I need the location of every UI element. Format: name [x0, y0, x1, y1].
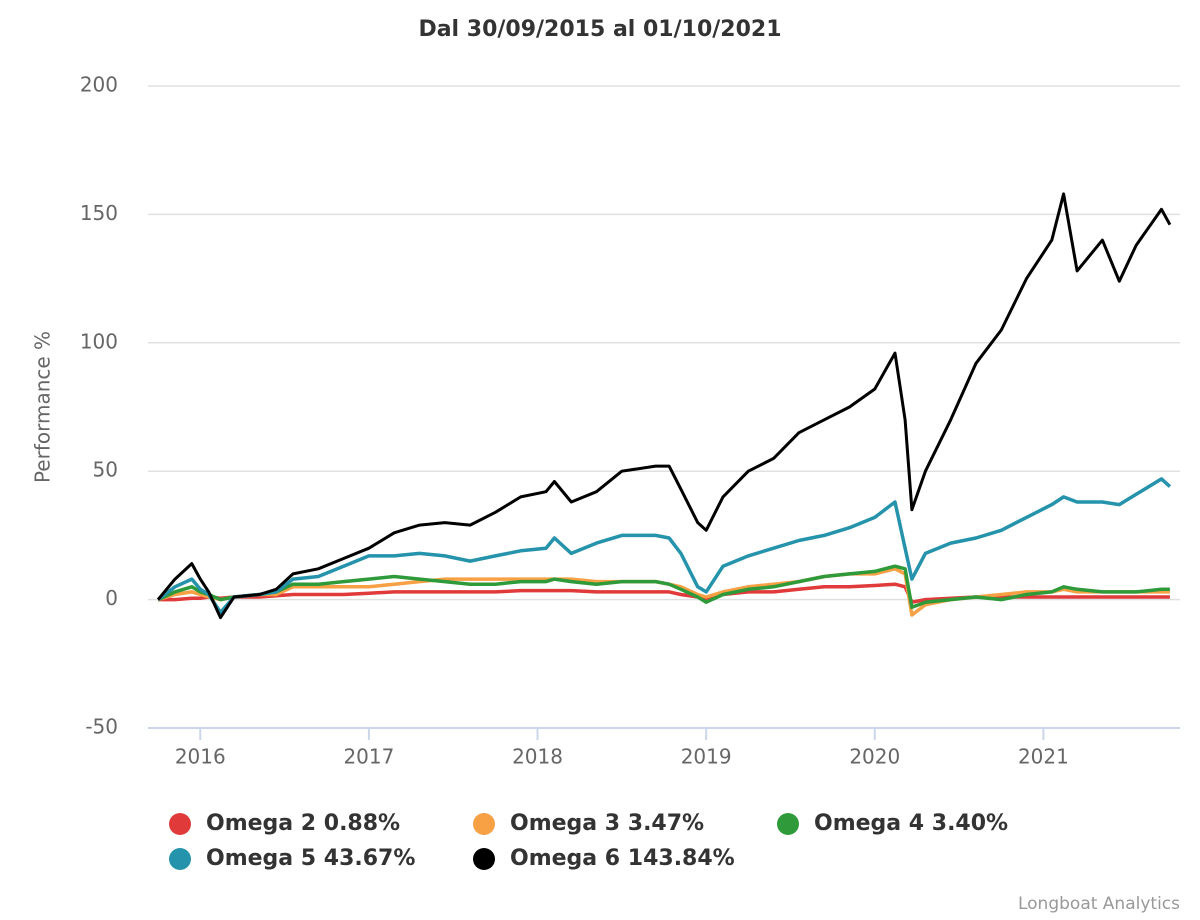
legend-marker	[169, 848, 191, 870]
chart-title: Dal 30/09/2015 al 01/10/2021	[418, 17, 781, 42]
legend-label: Omega 4 3.40%	[814, 811, 1008, 836]
y-axis-label: Performance %	[31, 331, 55, 483]
series-line	[157, 477, 1172, 615]
legend-marker	[169, 813, 191, 835]
x-tick-label: 2021	[1018, 745, 1069, 769]
series-line	[157, 564, 1170, 610]
legend-marker	[473, 813, 495, 835]
legend-marker	[777, 813, 799, 835]
x-tick-label: 2019	[681, 745, 732, 769]
y-tick-label: 100	[80, 329, 118, 353]
x-tick-label: 2020	[849, 745, 900, 769]
x-tick-label: 2018	[512, 745, 563, 769]
y-tick-label: 200	[80, 73, 118, 97]
legend-label: Omega 5 43.67%	[206, 846, 415, 871]
x-tick-label: 2016	[175, 745, 226, 769]
x-tick-label: 2017	[343, 745, 394, 769]
legend-marker	[473, 848, 495, 870]
y-tick-label: -50	[85, 715, 118, 739]
credit: Longboat Analytics	[1018, 894, 1180, 914]
y-tick-label: 0	[105, 586, 118, 610]
series-line	[156, 192, 1172, 620]
y-tick-label: 150	[80, 201, 118, 225]
legend-label: Omega 2 0.88%	[206, 811, 400, 836]
legend-label: Omega 6 143.84%	[510, 846, 735, 871]
legend-label: Omega 3 3.47%	[510, 811, 704, 836]
y-tick-label: 50	[93, 458, 118, 482]
